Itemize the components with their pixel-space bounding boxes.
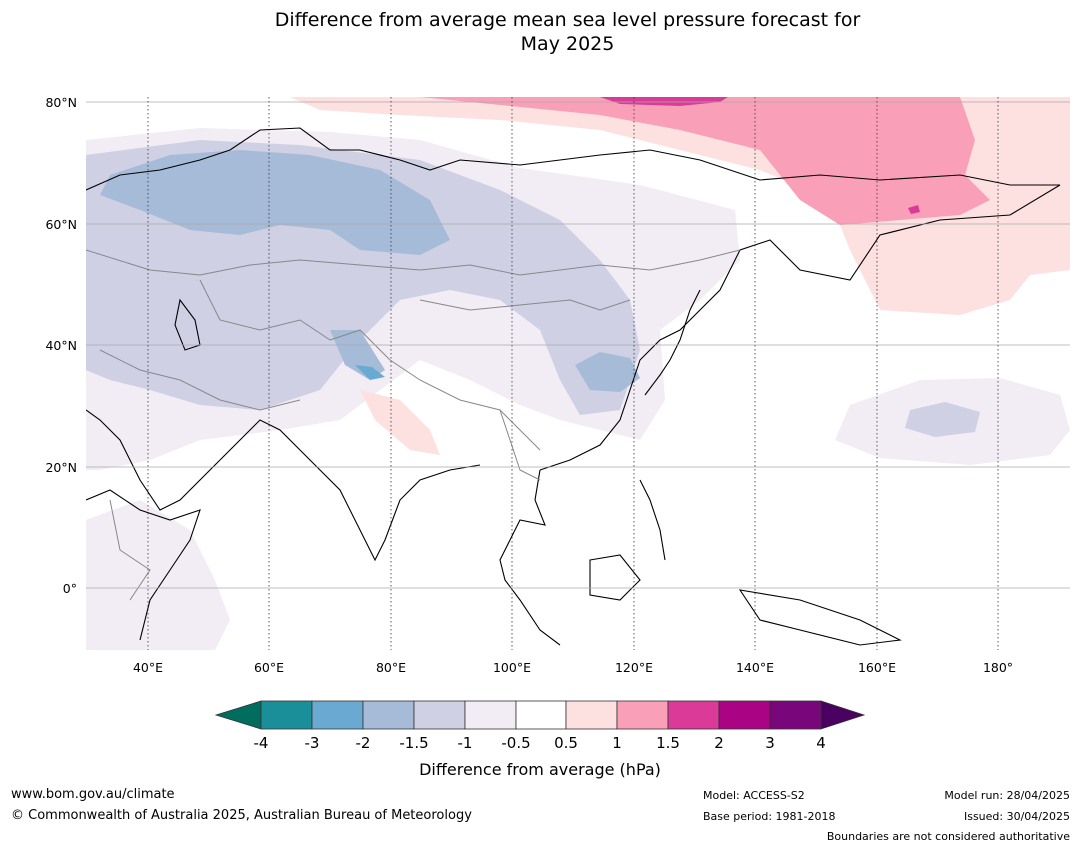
title-line-1: Difference from average mean sea level p…: [274, 9, 861, 31]
coastline-caspian: [174, 298, 201, 351]
coastline-east-asia: [539, 184, 1061, 471]
coastline-borneo: [589, 554, 641, 601]
website-link[interactable]: www.bom.gov.au/climate: [11, 787, 175, 802]
lat-label-20n: 20°N: [45, 460, 77, 475]
colorbar-segment-5: [464, 700, 517, 730]
latitude-labels: 80°N 60°N 40°N 20°N 0°: [45, 95, 77, 596]
colorbar-tick-label: -0.5: [501, 734, 530, 752]
border-indochina: [499, 409, 541, 481]
border-china-mongolia: [419, 299, 631, 311]
colorbar-tick-label: -4: [254, 734, 269, 752]
colorbar-extend-high: [820, 700, 866, 730]
colorbar-segment-10: [718, 700, 771, 730]
coastline-japan: [644, 289, 701, 396]
coastline-philippines: [639, 479, 666, 561]
coastline-new-guinea: [738, 589, 902, 646]
border-africa: [109, 499, 151, 601]
strong-low-region-china: [575, 352, 640, 392]
model-name: Model: ACCESS-S2: [703, 789, 805, 802]
colorbar-tick-label: 4: [816, 734, 826, 752]
lat-label-80n: 80°N: [45, 95, 77, 110]
colorbar-segment-7: [565, 700, 618, 730]
longitude-labels: 40°E 60°E 80°E 100°E 120°E 140°E 160°E 1…: [133, 660, 1013, 675]
coastline-southeast-asia: [499, 469, 561, 646]
colorbar-segment-2: [311, 700, 364, 730]
colorbar-tick-label: -1: [458, 734, 473, 752]
coastlines: [86, 127, 1061, 646]
border-middle-east: [99, 349, 301, 411]
colorbar-tick-label: -3: [305, 734, 320, 752]
lon-label-160e: 160°E: [858, 660, 896, 675]
border-china-west: [329, 329, 541, 451]
colorbar-tick-label: -2: [356, 734, 371, 752]
lon-label-100e: 100°E: [493, 660, 531, 675]
slight-low-region-africa: [86, 500, 230, 650]
very-strong-low-core: [355, 365, 385, 380]
slight-high-region-india: [360, 390, 440, 455]
colorbar-tick-label: 3: [765, 734, 775, 752]
colorbar-segment-8: [616, 700, 669, 730]
lat-label-0: 0°: [63, 581, 77, 596]
colorbar-segment-9: [667, 700, 720, 730]
colorbar-segment-3: [362, 700, 415, 730]
colorbar-extend-low: [214, 700, 262, 730]
colorbar-tick-label: 1.5: [656, 734, 680, 752]
coastline-arctic: [86, 127, 1060, 191]
meridians: [147, 97, 999, 650]
issued-date: Issued: 30/04/2025: [963, 810, 1070, 823]
colorbar-segment-4: [413, 700, 466, 730]
colorbar: -4 -3 -2 -1.5 -1 -0.5 0.5 1 1.5 2 3 4 Di…: [214, 700, 866, 779]
title-line-2: May 2025: [520, 33, 615, 55]
lon-label-40e: 40°E: [133, 660, 163, 675]
colorbar-tick-label: -1.5: [399, 734, 428, 752]
coastline-india: [219, 419, 481, 562]
colorbar-segment-6: [515, 700, 567, 730]
copyright-text: © Commonwealth of Australia 2025, Austra…: [11, 808, 472, 823]
colorbar-title: Difference from average (hPa): [419, 760, 661, 779]
coastline-africa: [86, 489, 201, 641]
strong-high-core: [600, 97, 728, 106]
colorbar-tick-label: 0.5: [554, 734, 578, 752]
colorbar-segment-1: [260, 700, 313, 730]
lon-label-140e: 140°E: [736, 660, 774, 675]
map-title: Difference from average mean sea level p…: [0, 8, 1081, 56]
anomaly-shading: [86, 97, 1070, 650]
boundaries-disclaimer: Boundaries are not considered authoritat…: [826, 830, 1070, 843]
lon-label-180: 180°: [983, 660, 1013, 675]
country-borders: [86, 249, 741, 601]
lon-label-120e: 120°E: [615, 660, 653, 675]
moderate-high-region: [420, 97, 990, 225]
border-russia-south: [86, 249, 741, 276]
strong-high-spot: [908, 205, 920, 214]
colorbar-tick-label: 1: [612, 734, 622, 752]
lat-label-40n: 40°N: [45, 338, 77, 353]
moderate-low-region-pacific: [905, 402, 980, 437]
lat-label-60n: 60°N: [45, 217, 77, 232]
graticule: [86, 101, 1070, 589]
colorbar-segment-11: [769, 700, 822, 730]
map-panel: [86, 97, 1070, 650]
base-period: Base period: 1981-2018: [703, 810, 836, 823]
colorbar-tick-label: 2: [714, 734, 724, 752]
border-central-asia: [199, 279, 331, 341]
model-run-date: Model run: 28/04/2025: [944, 789, 1070, 802]
lon-label-80e: 80°E: [376, 660, 406, 675]
strong-low-region: [100, 150, 450, 255]
lon-label-60e: 60°E: [254, 660, 284, 675]
coastline-arabia: [86, 409, 221, 511]
